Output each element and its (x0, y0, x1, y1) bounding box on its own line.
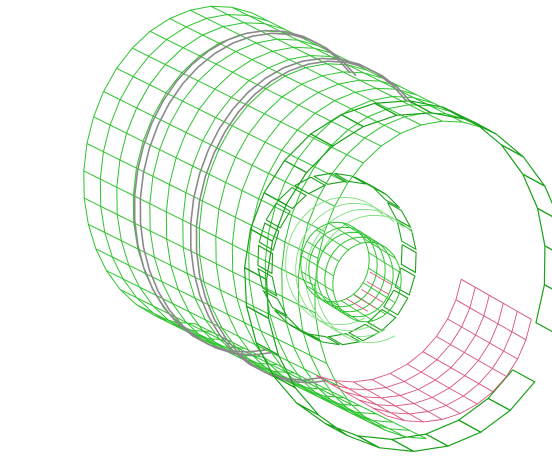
core-rear-line (366, 281, 389, 295)
core-axial-line (363, 238, 396, 259)
support-ring-1 (133, 29, 351, 353)
middle-layer-tile (310, 113, 365, 147)
rear-mesh-line (436, 336, 507, 377)
barrel-ring-line (314, 120, 483, 440)
middle-layer-tile (245, 305, 280, 357)
rear-mesh-line (334, 380, 406, 422)
inner-layer-tile (262, 289, 288, 317)
inner-layer-ring (305, 208, 405, 338)
support-ring-2 (195, 60, 413, 384)
support-ring-1 (139, 32, 357, 356)
inner-layer-tile (258, 222, 280, 251)
barrel-ring-line (149, 38, 318, 358)
inner-layer-tile (274, 309, 302, 332)
rear-mesh-line (422, 351, 494, 393)
inner-layer-tile (367, 309, 397, 332)
rear-mesh-ring (330, 287, 476, 391)
middle-layer-tile (543, 245, 552, 290)
barrel-ring-line (215, 71, 384, 390)
core-axial-line (362, 282, 396, 304)
inner-layer-tile (383, 289, 409, 316)
inner-layer-tile (372, 186, 400, 209)
inner-layer-tile (387, 202, 412, 229)
core-axial-line (301, 255, 334, 277)
core-axial-line (306, 285, 339, 306)
core-rear-line (345, 298, 369, 312)
core-axial-line (315, 295, 348, 317)
innermost-layer-mesh (300, 221, 402, 323)
middle-layer-tile (522, 173, 552, 217)
inner-layer-tile (334, 172, 366, 185)
core-axial-line (301, 271, 334, 292)
barrel-support-rings (133, 29, 413, 384)
rear-mesh-line (455, 299, 527, 341)
inner-layer-tile (294, 176, 327, 195)
middle-layer-tile (284, 133, 334, 174)
barrel-ring-line (198, 63, 368, 382)
rear-mesh-ring (372, 311, 518, 415)
barrel-ring-line (182, 54, 351, 374)
inner-layer-tile (277, 186, 307, 210)
rear-mesh-line (407, 363, 478, 405)
core-axial-line (306, 240, 340, 262)
core-axial-line (316, 229, 349, 251)
core-axial-line (328, 222, 362, 244)
core-rear-line (361, 289, 384, 303)
barrel-ring-line (264, 95, 434, 415)
outer-barrel-mesh (83, 5, 484, 440)
middle-layer-tiles (243, 100, 552, 453)
middle-layer-tile (535, 284, 552, 333)
rear-mesh-ring (316, 279, 462, 383)
inner-layer-tile (400, 244, 417, 274)
middle-layer-tile (487, 369, 536, 412)
core-rear-line (353, 294, 377, 309)
inner-layer-tile (257, 244, 274, 275)
inner-layer-tile (313, 172, 348, 185)
rear-mesh-line (353, 381, 424, 423)
barrel-ring-line (231, 79, 401, 399)
rear-mesh-line (389, 373, 461, 414)
middle-layer-tile (457, 397, 512, 433)
inner-layer-tile (394, 267, 416, 296)
support-ring-2 (190, 57, 407, 381)
barrel-ring-line (99, 13, 269, 333)
inner-layer-tile (265, 202, 291, 229)
barrel-ring-line (165, 46, 335, 366)
middle-layer-tile (537, 207, 552, 251)
core-axial-line (340, 300, 374, 322)
rear-mesh-line (371, 379, 443, 420)
core-axial-line (368, 252, 401, 273)
core-axial-line (341, 222, 375, 243)
barrel-ring-line (281, 104, 450, 423)
barrel-ring-line (83, 5, 252, 325)
inner-layer-tiles (257, 172, 417, 346)
inner-layer-tile (308, 333, 340, 346)
rear-mesh-ring (358, 303, 504, 407)
middle-layer-tile (324, 422, 380, 449)
inner-layer-tile (326, 333, 362, 346)
barrel-ring-line (297, 112, 467, 431)
rear-mesh-line (316, 375, 387, 417)
inner-layer-tile (396, 221, 417, 251)
rear-mesh-ring (386, 319, 532, 423)
rear-mesh-line (447, 318, 518, 360)
middle-layer-tile (389, 433, 450, 453)
rear-mesh-ring (344, 295, 490, 399)
middle-layer-tile (424, 419, 483, 447)
core-rear-line (369, 271, 393, 286)
barrel-ring-line (116, 22, 285, 341)
core-axial-line (368, 267, 401, 289)
core-axial-line (354, 227, 387, 249)
inner-layer-tile (257, 267, 278, 297)
core-axial-line (327, 301, 361, 322)
middle-layer-tile (357, 435, 414, 452)
middle-layer-tile (500, 144, 546, 187)
rear-mesh-line (461, 278, 532, 320)
